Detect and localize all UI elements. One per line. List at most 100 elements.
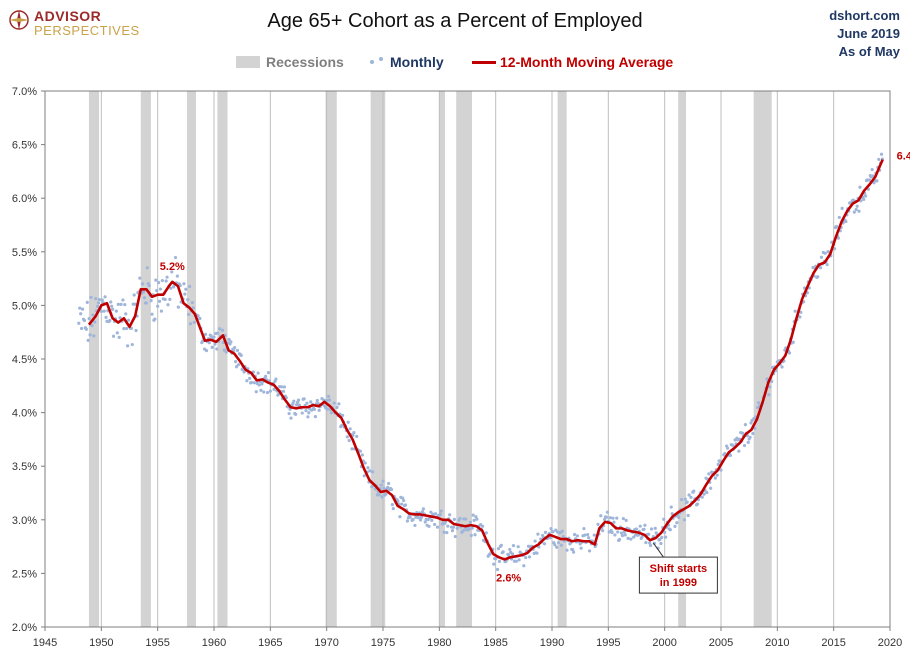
monthly-point-667 [702, 492, 706, 496]
monthly-point-632 [669, 505, 673, 509]
monthly-point-711 [743, 423, 748, 427]
monthly-point-66 [138, 276, 142, 280]
monthly-point-287 [345, 435, 349, 439]
monthly-point-460 [508, 547, 512, 552]
monthly-point-419 [469, 533, 473, 538]
monthly-point-417 [467, 527, 471, 531]
monthly-point-209 [272, 387, 276, 391]
monthly-point-396 [448, 513, 452, 517]
monthly-point-289 [347, 438, 351, 443]
monthly-point-377 [430, 518, 434, 522]
monthly-point-124 [192, 320, 196, 324]
monthly-point-359 [413, 523, 417, 528]
advisor-perspectives-logo: ADVISOR PERSPECTIVES [8, 7, 148, 43]
legend-swatch-moving-average [472, 61, 496, 64]
monthly-point-314 [371, 470, 375, 474]
monthly-point-79 [150, 312, 154, 316]
monthly-point-463 [510, 552, 515, 556]
monthly-point-268 [327, 398, 332, 402]
monthly-point-330 [386, 485, 390, 489]
monthly-point-716 [748, 435, 752, 439]
monthly-point-12 [87, 317, 91, 321]
monthly-point-539 [582, 527, 586, 531]
monthly-point-253 [313, 415, 317, 419]
recession-band-7 [439, 91, 445, 627]
y-tick-label-10: 7.0% [12, 86, 37, 98]
monthly-point-70 [141, 290, 146, 294]
annotation-label-2: 2.6% [496, 572, 521, 584]
monthly-point-37 [111, 307, 115, 311]
monthly-point-381 [433, 512, 438, 516]
monthly-point-7 [82, 318, 87, 323]
monthly-point-183 [248, 376, 252, 380]
monthly-point-640 [677, 515, 681, 520]
logo-text-advisor: ADVISOR [34, 8, 102, 24]
x-tick-label-1980: 1980 [427, 637, 451, 649]
monthly-point-413 [464, 517, 468, 521]
monthly-point-188 [252, 381, 256, 385]
monthly-point-818 [844, 219, 848, 224]
x-tick-label-1995: 1995 [596, 637, 620, 649]
monthly-point-106 [175, 274, 179, 278]
monthly-point-128 [196, 314, 200, 318]
monthly-point-631 [668, 528, 672, 532]
monthly-point-725 [756, 401, 761, 405]
monthly-point-679 [713, 476, 717, 480]
recession-band-5 [325, 91, 337, 627]
monthly-point-611 [649, 527, 654, 531]
monthly-point-61 [133, 302, 137, 306]
monthly-point-346 [401, 496, 405, 500]
monthly-point-90 [160, 278, 164, 283]
monthly-point-660 [695, 502, 700, 506]
monthly-point-324 [380, 495, 384, 499]
monthly-point-636 [673, 524, 677, 528]
monthly-point-69 [141, 282, 145, 286]
monthly-point-604 [643, 523, 647, 527]
monthly-point-846 [870, 167, 874, 172]
monthly-point-248 [309, 400, 313, 404]
monthly-point-15 [90, 324, 94, 328]
monthly-point-281 [340, 423, 344, 428]
monthly-point-23 [97, 297, 102, 302]
monthly-point-1 [77, 321, 81, 325]
monthly-point-49 [122, 327, 126, 331]
monthly-point-577 [618, 537, 622, 542]
monthly-point-309 [366, 466, 370, 470]
monthly-point-798 [825, 262, 829, 267]
source-asof: As of May [838, 44, 900, 59]
monthly-point-119 [187, 284, 192, 289]
monthly-point-584 [624, 518, 628, 522]
monthly-point-34 [108, 318, 112, 323]
monthly-point-420 [470, 526, 474, 530]
monthly-point-118 [187, 312, 191, 317]
monthly-point-633 [670, 512, 674, 516]
monthly-point-536 [579, 546, 583, 550]
monthly-point-833 [858, 185, 862, 189]
monthly-point-21 [95, 304, 100, 308]
monthly-point-489 [535, 551, 539, 555]
monthly-point-84 [155, 288, 159, 293]
legend-swatch-monthly-1 [370, 60, 374, 64]
monthly-point-334 [389, 487, 394, 492]
monthly-point-545 [587, 549, 592, 553]
monthly-point-564 [605, 510, 609, 514]
monthly-point-45 [118, 316, 122, 320]
recession-band-1 [88, 91, 100, 627]
monthly-point-95 [165, 275, 169, 279]
monthly-point-503 [548, 536, 552, 540]
monthly-point-626 [664, 535, 668, 539]
monthly-point-331 [387, 481, 391, 486]
monthly-point-3 [79, 312, 83, 316]
monthly-point-325 [381, 479, 385, 483]
monthly-point-554 [596, 522, 600, 526]
monthly-point-236 [297, 403, 302, 407]
monthly-point-202 [265, 390, 270, 395]
monthly-point-19 [94, 297, 98, 301]
monthly-point-418 [468, 520, 472, 524]
monthly-point-143 [210, 345, 214, 349]
monthly-point-233 [295, 403, 299, 407]
x-tick-label-2015: 2015 [821, 637, 845, 649]
monthly-point-294 [352, 431, 356, 435]
monthly-point-695 [728, 453, 732, 457]
monthly-point-431 [480, 524, 485, 528]
